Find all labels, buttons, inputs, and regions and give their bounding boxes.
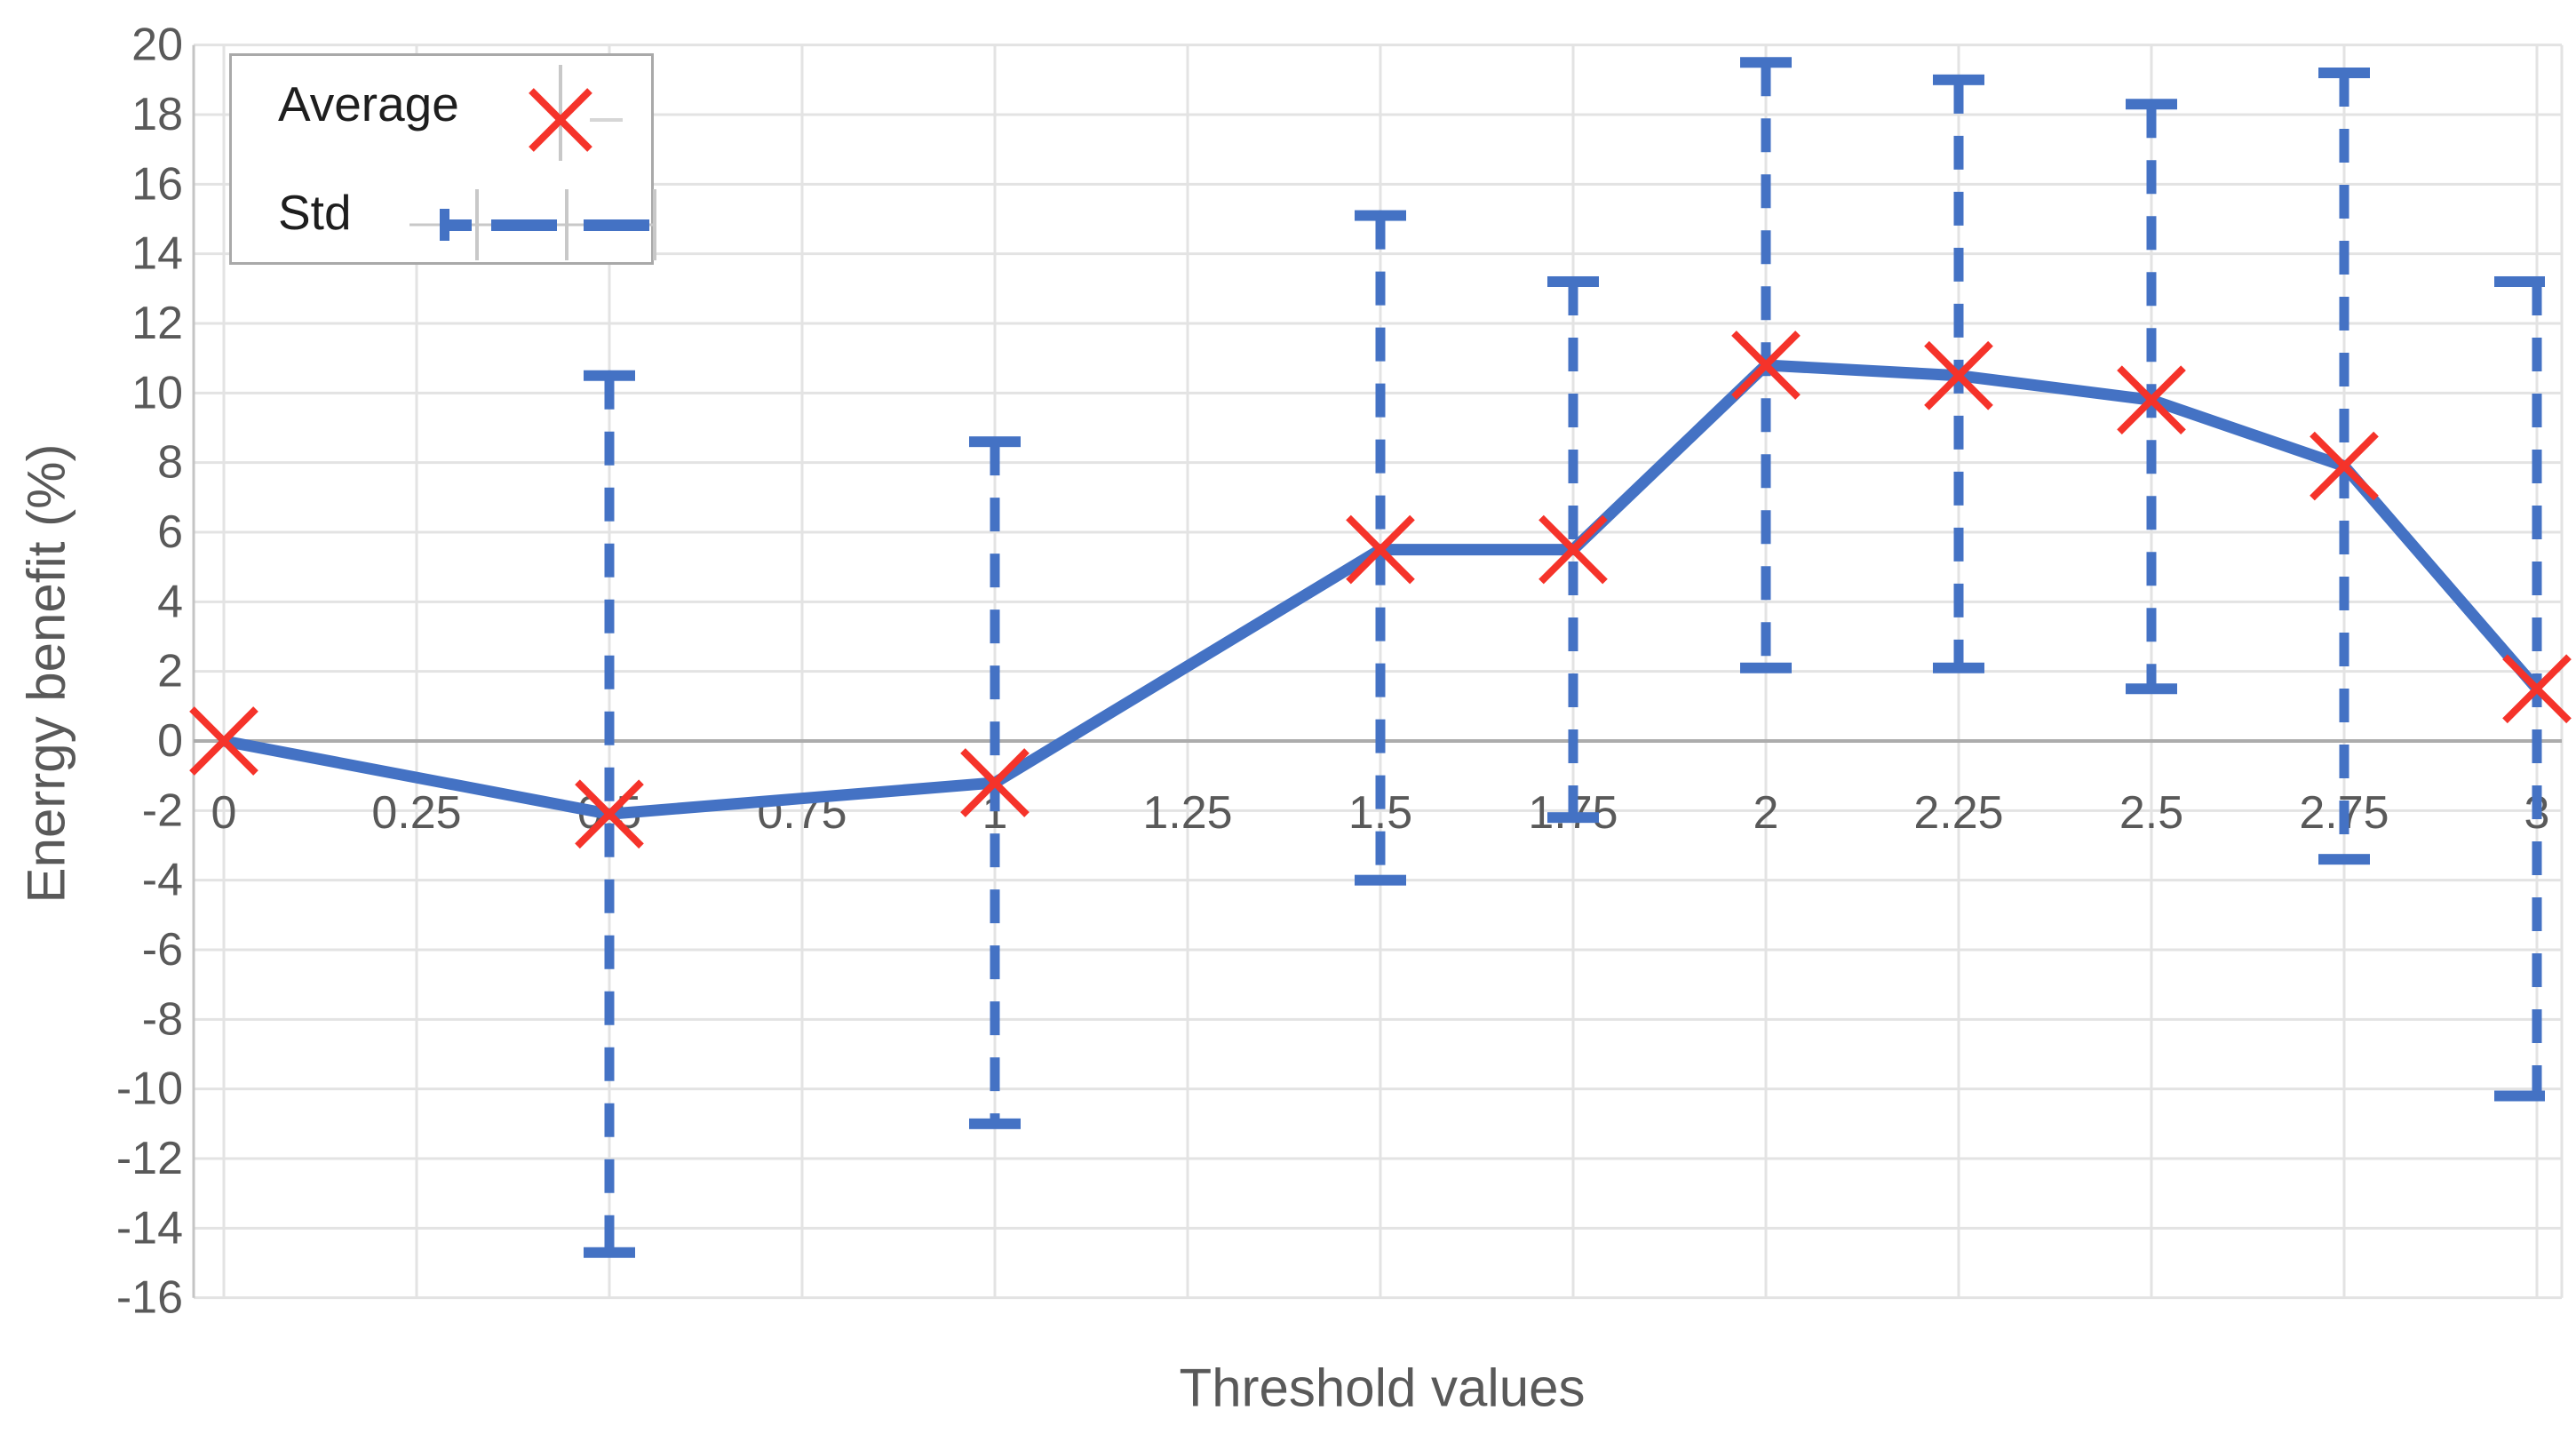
y-tick-label: 10 [131, 367, 183, 418]
y-tick-label: -6 [142, 924, 183, 976]
y-tick-label: 16 [131, 158, 183, 210]
legend: Average Std [229, 53, 656, 265]
error-bar-top-cap [2126, 99, 2177, 110]
data-point-marker [1924, 340, 1993, 410]
error-bar-top-cap [1933, 74, 1984, 85]
data-point-marker [189, 706, 258, 776]
data-point-marker [2502, 654, 2572, 724]
x-axis-title: Threshold values [1179, 1358, 1586, 1418]
data-point-marker [1538, 514, 1608, 585]
error-bar-bottom-cap [584, 1247, 635, 1258]
error-bar-bottom-cap [1547, 812, 1599, 824]
x-tick-label: 2.5 [2119, 787, 2183, 839]
x-tick-label: 2.25 [1913, 787, 2003, 839]
error-bar-bottom-cap [2318, 854, 2370, 865]
y-tick-label: 20 [131, 20, 183, 71]
y-tick-label: -8 [142, 993, 183, 1045]
legend-label-std: Std [278, 185, 352, 240]
legend-label-average: Average [278, 76, 459, 131]
y-tick-label: -2 [142, 785, 183, 836]
series-line [222, 359, 2541, 820]
y-tick-label: -12 [116, 1133, 183, 1184]
data-point-marker [1731, 331, 1801, 400]
data-point-marker [1346, 514, 1415, 585]
error-bar-bottom-cap [1933, 662, 1984, 673]
data-point-marker [960, 748, 1030, 817]
error-bar-bottom-cap [1355, 874, 1406, 886]
blue-dashed-errorbar-icon [409, 189, 656, 260]
y-tick-label: 2 [157, 646, 183, 697]
error-bar-top-cap [584, 370, 635, 381]
error-bar-bottom-cap [2126, 683, 2177, 695]
y-tick-label: 12 [131, 298, 183, 349]
data-point-marker [2117, 365, 2186, 434]
x-tick-label: 0 [211, 787, 237, 839]
error-bar-top-cap [2318, 67, 2370, 78]
error-bar-top-cap [1355, 210, 1406, 221]
error-bar-top-cap [1740, 57, 1792, 68]
y-tick-label: 4 [157, 576, 183, 627]
y-tick-label: 8 [157, 437, 183, 489]
x-tick-label: 2 [1753, 787, 1779, 839]
red-x-marker-icon [529, 65, 623, 161]
error-bar-top-cap [1547, 275, 1599, 287]
error-bar-top-cap [969, 436, 1021, 448]
y-tick-label: -14 [116, 1202, 183, 1254]
data-point-marker [2310, 431, 2379, 501]
y-tick-label: -4 [142, 855, 183, 906]
x-tick-label: 0.25 [371, 787, 461, 839]
error-bar-bottom-cap [2494, 1090, 2545, 1102]
x-tick-label: 1.25 [1142, 787, 1232, 839]
error-bar-bottom-cap [969, 1118, 1021, 1129]
y-axis-title: Enerrgy benefit (%) [16, 443, 76, 904]
y-tick-label: -10 [116, 1064, 183, 1115]
data-point-marker [575, 779, 644, 849]
y-tick-label: 18 [131, 89, 183, 140]
y-tick-label: 0 [157, 715, 183, 767]
error-bar-bottom-cap [1740, 662, 1792, 673]
y-tick-label: -16 [116, 1272, 183, 1324]
y-tick-label: 6 [157, 506, 183, 558]
y-tick-label: 14 [131, 228, 183, 280]
error-bar-top-cap [2494, 275, 2545, 287]
